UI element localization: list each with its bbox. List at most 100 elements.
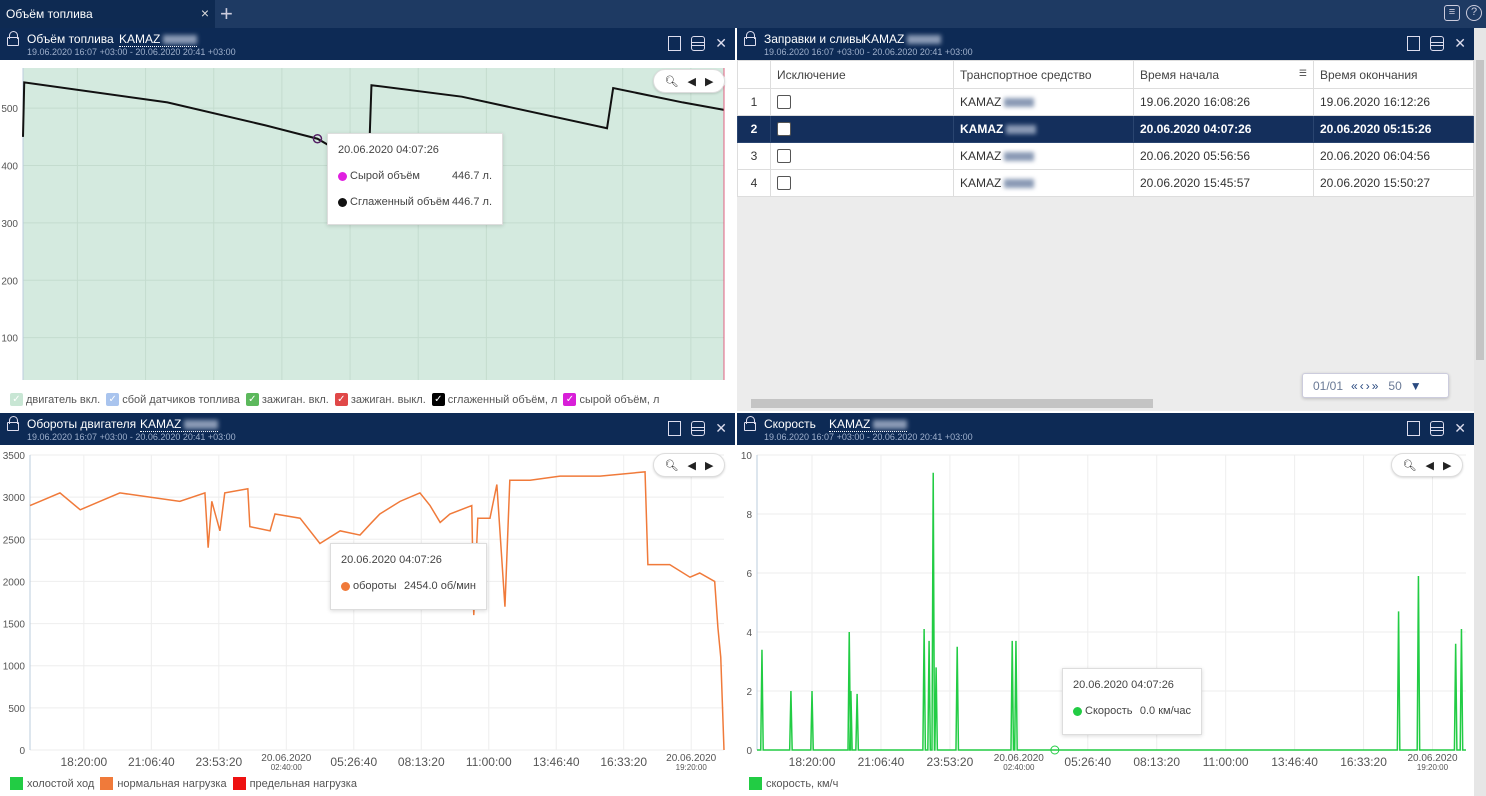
x-tick-label: 23:53:20 bbox=[927, 755, 974, 769]
exclusion-checkbox[interactable] bbox=[777, 95, 791, 110]
expand-icon[interactable] bbox=[668, 36, 682, 51]
last-page-icon[interactable]: » bbox=[1371, 378, 1381, 393]
fuel-volume-panel: Объём топлива KAMAZ 19.06.2020 16:07 +03… bbox=[0, 28, 735, 411]
vehicle-selector[interactable]: KAMAZ bbox=[140, 417, 219, 432]
tooltip-label: Сырой объём bbox=[350, 170, 420, 182]
panel-header: Обороты двигателя KAMAZ 19.06.2020 16:07… bbox=[0, 413, 735, 445]
legend-label: предельная нагрузка bbox=[249, 777, 357, 790]
row-number: 4 bbox=[737, 169, 771, 197]
unlock-icon[interactable] bbox=[744, 31, 756, 46]
scroll-right-icon[interactable]: ▶ bbox=[1443, 459, 1452, 472]
vehicle-selector[interactable]: KAMAZ bbox=[829, 417, 908, 432]
table-header: Исключение Транспортное средство Время н… bbox=[737, 60, 1474, 89]
layout-icon[interactable] bbox=[1430, 421, 1445, 436]
expand-icon[interactable] bbox=[668, 421, 682, 436]
y-tick-label: 1000 bbox=[3, 662, 26, 673]
col-exclusion[interactable]: Исключение bbox=[770, 60, 954, 89]
expand-icon[interactable] bbox=[1407, 36, 1421, 51]
page-size-select[interactable]: 50 bbox=[1388, 378, 1402, 393]
exclusion-checkbox[interactable] bbox=[777, 149, 791, 164]
checkbox-icon[interactable]: ✓ bbox=[431, 393, 445, 406]
checkbox-icon[interactable]: ✓ bbox=[245, 393, 259, 406]
layout-icon[interactable] bbox=[691, 36, 706, 51]
table-row[interactable]: 1 KAMAZ 19.06.2020 16:08:26 19.06.2020 1… bbox=[737, 88, 1474, 116]
pagination: 01/01 «‹›» 50 ▼ bbox=[1302, 373, 1449, 398]
x-tick-label: 11:00:00 bbox=[466, 755, 512, 769]
legend-item[interactable]: ✓ сырой объём, л bbox=[563, 393, 659, 406]
chevron-down-icon[interactable]: ▼ bbox=[1409, 378, 1422, 393]
help-icon[interactable]: ? bbox=[1466, 5, 1482, 21]
legend-item[interactable]: ✓ сбой датчиков топлива bbox=[106, 393, 240, 406]
checkbox-icon[interactable]: ✓ bbox=[334, 393, 348, 406]
scroll-left-icon[interactable]: ◀ bbox=[687, 459, 696, 472]
x-tick-label: 18:20:00 bbox=[60, 755, 107, 769]
horizontal-scrollbar[interactable] bbox=[751, 399, 1153, 408]
speed-chart[interactable]: 0 2 4 6 8 10 18:20:00 21:06:40 23:53:20 20.06.202… bbox=[737, 445, 1474, 770]
chart-zoom-controls: 🔍︎ ◀ ▶ bbox=[653, 69, 725, 93]
chat-icon[interactable]: ≡ bbox=[1444, 5, 1460, 21]
legend-swatch bbox=[100, 777, 114, 790]
table-row[interactable]: 4 KAMAZ 20.06.2020 15:45:57 20.06.2020 1… bbox=[737, 169, 1474, 197]
close-icon[interactable]: ✕ bbox=[715, 420, 727, 436]
legend-item[interactable]: предельная нагрузка bbox=[232, 777, 357, 790]
checkbox-icon[interactable]: ✓ bbox=[563, 393, 577, 406]
layout-icon[interactable] bbox=[691, 421, 706, 436]
legend-item[interactable]: ✓ зажиган. выкл. bbox=[334, 393, 426, 406]
table-row[interactable]: 3 KAMAZ 20.06.2020 05:56:56 20.06.2020 0… bbox=[737, 142, 1474, 170]
col-vehicle[interactable]: Транспортное средство bbox=[953, 60, 1134, 89]
scroll-right-icon[interactable]: ▶ bbox=[705, 459, 714, 472]
table-row[interactable]: 2 KAMAZ 20.06.2020 04:07:26 20.06.2020 0… bbox=[737, 115, 1474, 143]
hover-marker bbox=[312, 133, 323, 144]
expand-icon[interactable] bbox=[1407, 421, 1421, 436]
prev-page-icon[interactable]: ‹ bbox=[1359, 378, 1366, 393]
close-icon[interactable]: ✕ bbox=[1454, 35, 1466, 51]
close-icon[interactable]: ✕ bbox=[1454, 420, 1466, 436]
unlock-icon[interactable] bbox=[7, 416, 19, 431]
tooltip-value: 446.7 л. bbox=[451, 196, 492, 208]
vehicle-cell: KAMAZ bbox=[953, 115, 1134, 143]
checkbox-icon[interactable]: ✓ bbox=[10, 393, 23, 406]
first-page-icon[interactable]: « bbox=[1351, 378, 1360, 393]
exclusion-checkbox[interactable] bbox=[777, 176, 791, 191]
y-tick-label: 400 bbox=[1, 162, 18, 173]
panel-header: Заправки и сливы KAMAZ 19.06.2020 16:07 … bbox=[737, 28, 1474, 60]
layout-icon[interactable] bbox=[1430, 36, 1445, 51]
add-tab-button[interactable]: + bbox=[220, 1, 233, 26]
y-tick-label: 2000 bbox=[3, 577, 26, 588]
legend-item[interactable]: ✓ двигатель вкл. bbox=[10, 393, 100, 406]
vertical-scrollbar[interactable] bbox=[1474, 28, 1486, 796]
exclusion-checkbox[interactable] bbox=[777, 122, 791, 137]
sort-icon[interactable]: ☰ bbox=[1298, 67, 1307, 78]
legend-item[interactable]: ✓ зажиган. вкл. bbox=[245, 393, 329, 406]
zoom-icon[interactable]: 🔍︎ bbox=[664, 459, 679, 472]
close-icon[interactable]: ✕ bbox=[715, 35, 727, 51]
panel-title: Объём топлива bbox=[27, 32, 114, 46]
vehicle-selector[interactable]: KAMAZ bbox=[119, 32, 198, 47]
legend-item[interactable]: холостой ход bbox=[10, 777, 94, 790]
legend-item[interactable]: нормальная нагрузка bbox=[100, 777, 227, 790]
tab-label: Объём топлива bbox=[6, 7, 93, 21]
legend-item[interactable]: ✓ сглаженный объём, л bbox=[431, 393, 557, 406]
legend-item[interactable]: скорость, км/ч bbox=[749, 777, 838, 790]
y-tick-label: 4 bbox=[746, 628, 752, 639]
raw-dot-icon bbox=[338, 171, 347, 181]
x-tick-label: 13:46:40 bbox=[1271, 755, 1318, 769]
y-tick-label: 500 bbox=[8, 704, 25, 715]
zoom-icon[interactable]: 🔍︎ bbox=[664, 75, 679, 88]
tab-fuel-volume[interactable]: Объём топлива × bbox=[0, 0, 215, 28]
col-end-time[interactable]: Время окончания bbox=[1313, 60, 1474, 89]
close-tab-icon[interactable]: × bbox=[200, 5, 209, 21]
zoom-icon[interactable]: 🔍︎ bbox=[1402, 459, 1417, 472]
col-start-time[interactable]: Время начала ☰ bbox=[1133, 60, 1314, 89]
scroll-left-icon[interactable]: ◀ bbox=[1425, 459, 1434, 472]
next-page-icon[interactable]: › bbox=[1365, 378, 1372, 393]
date-range: 19.06.2020 16:07 +03:00 - 20.06.2020 20:… bbox=[764, 47, 973, 57]
legend-label: холостой ход bbox=[27, 777, 95, 790]
scroll-left-icon[interactable]: ◀ bbox=[687, 75, 696, 88]
unlock-icon[interactable] bbox=[744, 416, 756, 431]
fuel-chart[interactable]: 010020030040050018:20:0021:06:4023:53:20… bbox=[0, 60, 735, 380]
scroll-right-icon[interactable]: ▶ bbox=[705, 75, 714, 88]
x-tick-sublabel: 19:20:00 bbox=[1417, 763, 1449, 770]
unlock-icon[interactable] bbox=[7, 31, 19, 46]
checkbox-icon[interactable]: ✓ bbox=[106, 393, 120, 406]
